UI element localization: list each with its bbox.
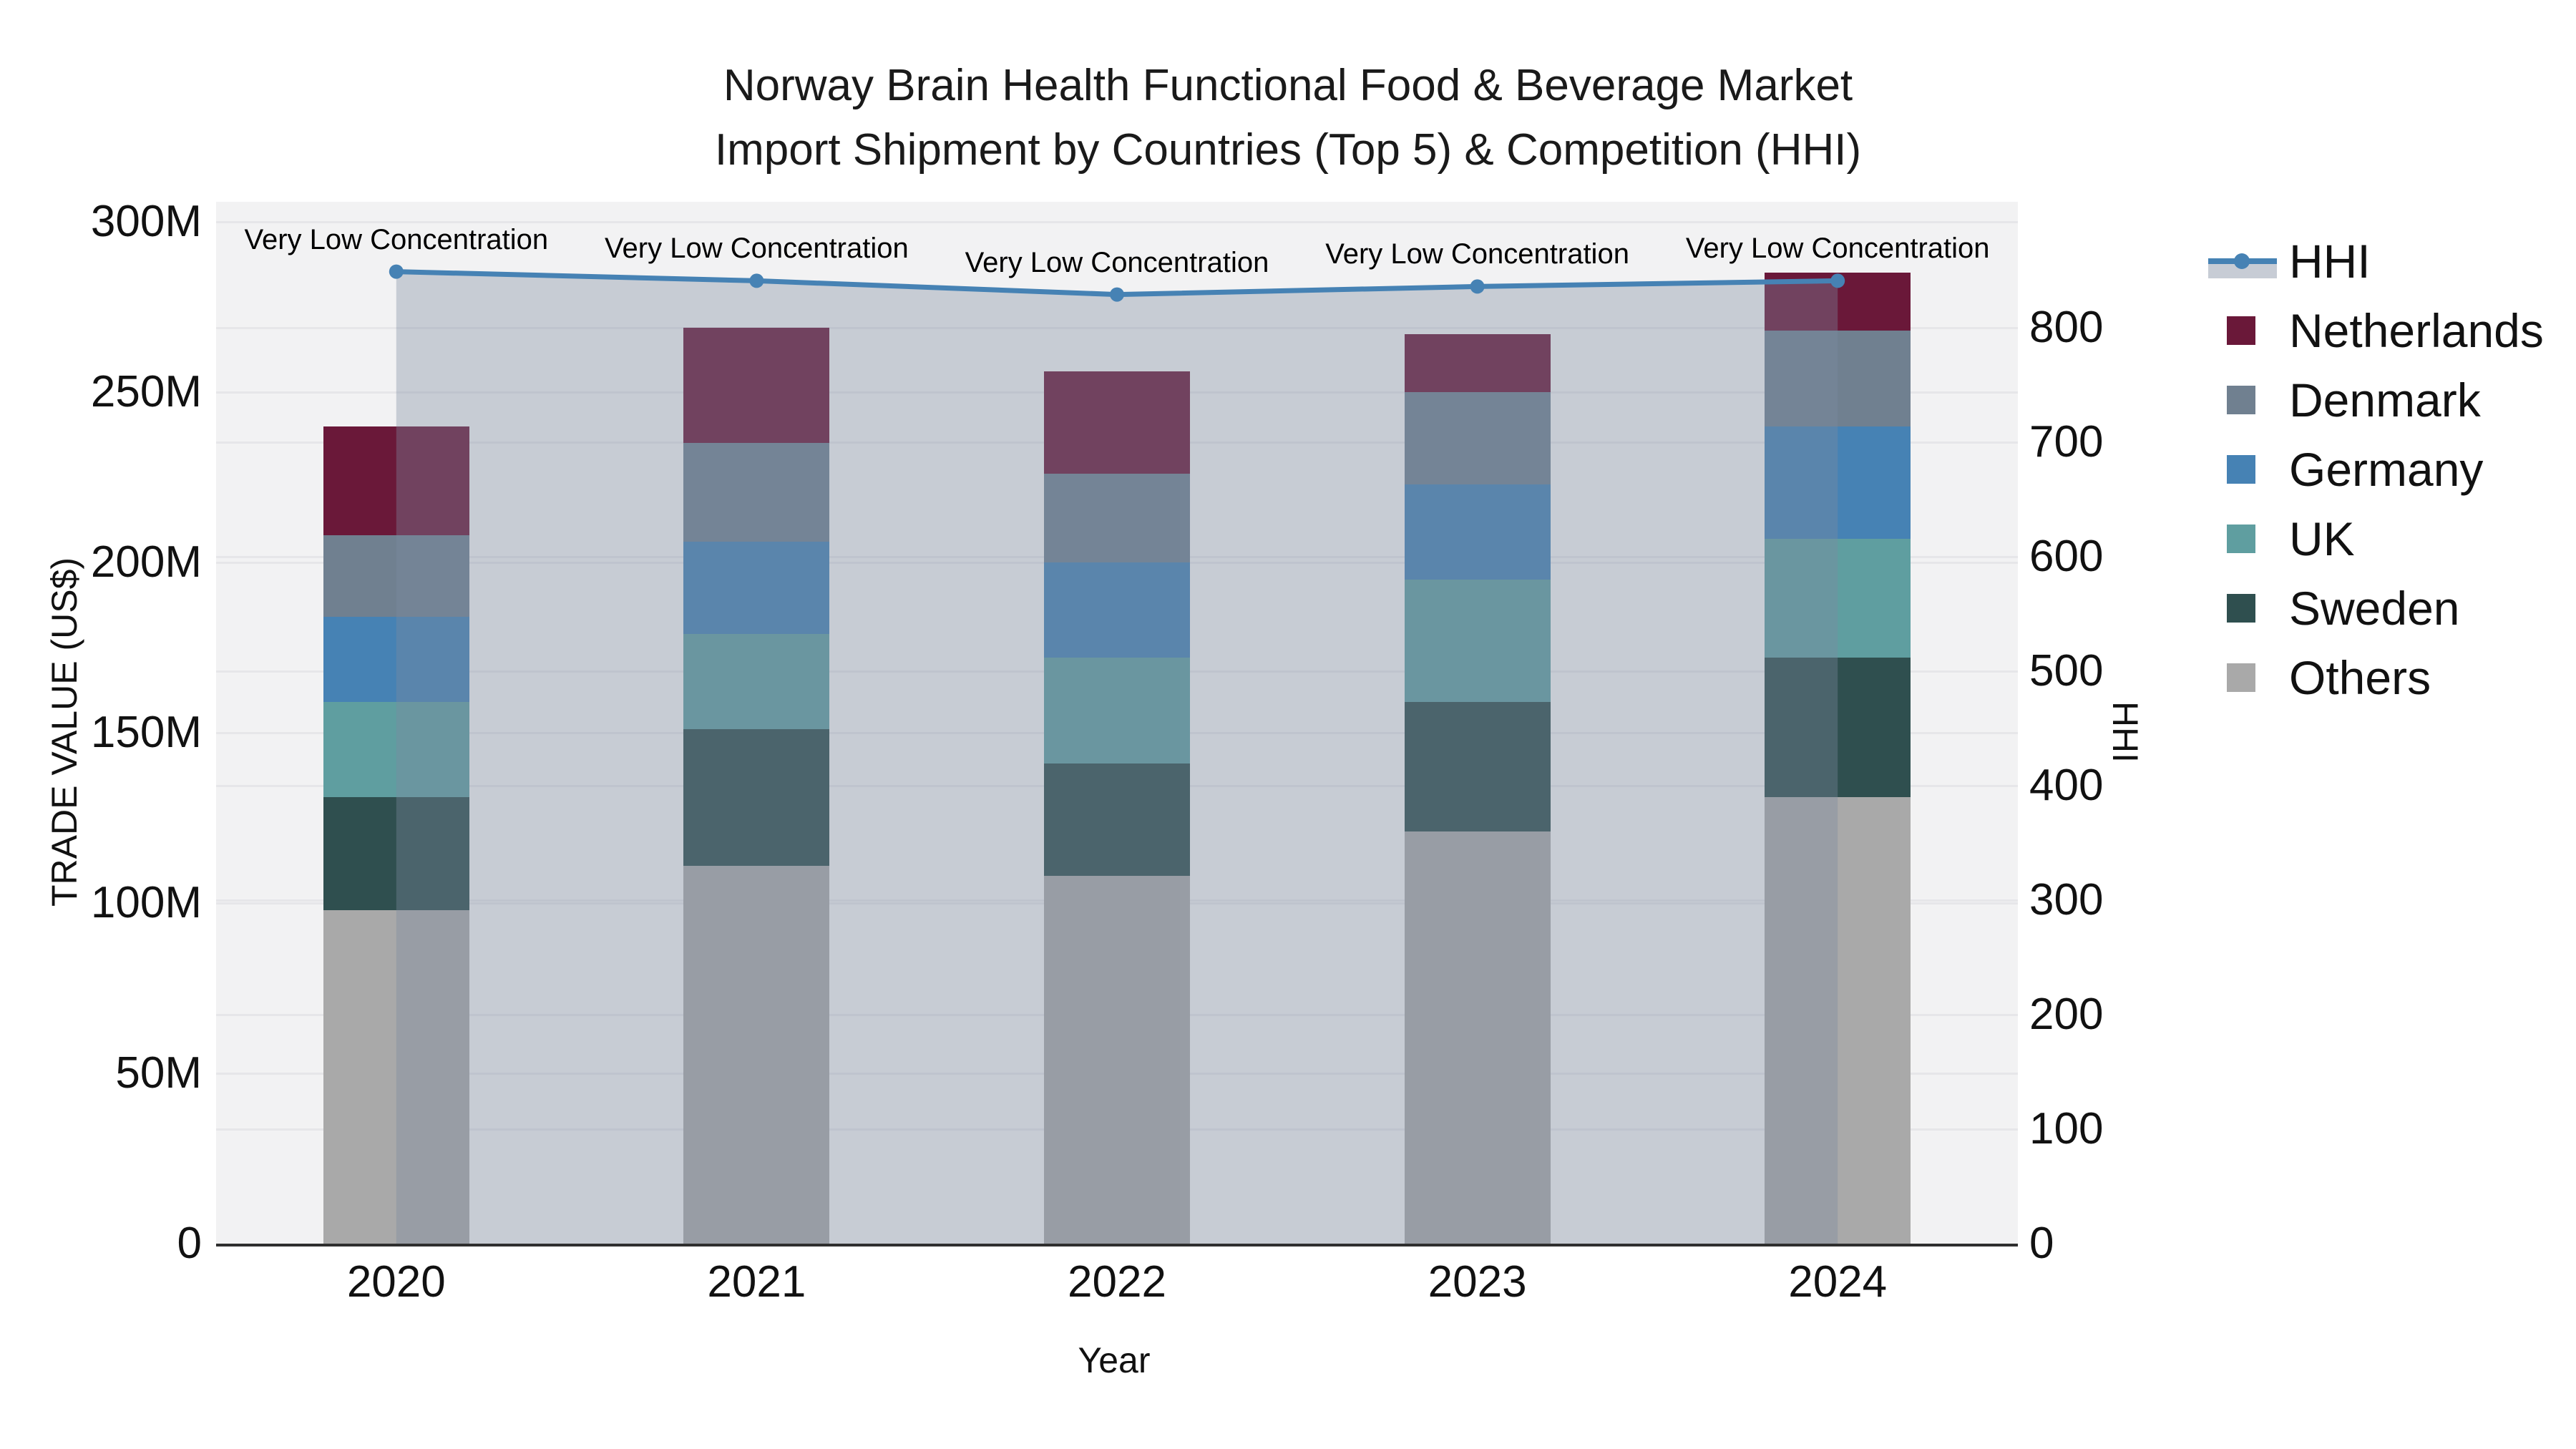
annotation-2022: Very Low Concentration bbox=[965, 246, 1269, 278]
legend-label-germany: Germany bbox=[2289, 443, 2484, 496]
x-axis-line bbox=[216, 1244, 2018, 1246]
legend-swatch-icon-others bbox=[2208, 648, 2289, 708]
bar-2023-germany bbox=[1404, 484, 1551, 580]
bar-2022-uk bbox=[1044, 658, 1190, 763]
y-right-tick-600: 600 bbox=[2029, 532, 2104, 581]
y-right-tick-200: 200 bbox=[2029, 990, 2104, 1039]
bar-2023-netherlands bbox=[1404, 334, 1551, 392]
swatch-square bbox=[2227, 455, 2255, 484]
legend-swatch-icon-uk bbox=[2208, 509, 2289, 569]
hhi-swatch-band bbox=[2208, 263, 2277, 278]
bar-2024-uk bbox=[1765, 538, 1911, 658]
bar-2020-uk bbox=[323, 702, 469, 798]
legend-item-uk: UK bbox=[2208, 509, 2355, 569]
legend-label-uk: UK bbox=[2289, 512, 2355, 565]
bar-2022-germany bbox=[1044, 562, 1190, 658]
bar-2021-germany bbox=[683, 542, 830, 634]
bar-2023-sweden bbox=[1404, 702, 1551, 832]
y-left-tick-200M: 200M bbox=[90, 537, 202, 587]
annotation-2023: Very Low Concentration bbox=[1325, 238, 1629, 270]
bar-2024-germany bbox=[1765, 426, 1911, 539]
y-right-tick-300: 300 bbox=[2029, 875, 2104, 924]
y-left-tick-100M: 100M bbox=[90, 878, 202, 927]
bar-2021-others bbox=[683, 865, 830, 1244]
y-right-tick-0: 0 bbox=[2029, 1219, 2054, 1268]
bar-2020-sweden bbox=[323, 797, 469, 910]
bar-2023-uk bbox=[1404, 579, 1551, 703]
x-tick-2022: 2022 bbox=[1068, 1257, 1166, 1307]
annotation-2020: Very Low Concentration bbox=[244, 223, 549, 255]
legend-item-others: Others bbox=[2208, 648, 2431, 708]
hhi-marker-2020 bbox=[389, 264, 404, 279]
hhi-marker-2021 bbox=[749, 273, 764, 288]
x-tick-2023: 2023 bbox=[1428, 1257, 1527, 1307]
bar-2022-sweden bbox=[1044, 763, 1190, 876]
hhi-line-swatch-icon bbox=[2208, 231, 2289, 291]
legend-swatch-icon-germany bbox=[2208, 439, 2289, 499]
chart-title-line2: Import Shipment by Countries (Top 5) & C… bbox=[714, 125, 1862, 175]
legend-label-others: Others bbox=[2289, 651, 2431, 704]
legend-swatch-icon-netherlands bbox=[2208, 301, 2289, 361]
legend-label-denmark: Denmark bbox=[2289, 374, 2481, 426]
legend-swatch-icon-denmark bbox=[2208, 370, 2289, 430]
bar-2024-sweden bbox=[1765, 658, 1911, 798]
hhi-marker-2023 bbox=[1470, 279, 1485, 294]
y-right-tick-800: 800 bbox=[2029, 303, 2104, 352]
gridline-hhi-800 bbox=[216, 327, 2018, 329]
x-tick-2020: 2020 bbox=[346, 1257, 446, 1307]
bar-2022-others bbox=[1044, 875, 1190, 1244]
hhi-marker-2022 bbox=[1110, 287, 1124, 302]
y-left-tick-0: 0 bbox=[177, 1219, 202, 1268]
hhi-area-fill bbox=[396, 271, 1838, 1244]
bar-2022-denmark bbox=[1044, 474, 1190, 562]
annotation-2021: Very Low Concentration bbox=[605, 233, 909, 265]
bar-2021-netherlands bbox=[683, 327, 830, 444]
bar-2020-germany bbox=[323, 617, 469, 703]
bar-2023-others bbox=[1404, 831, 1551, 1244]
y-left-tick-250M: 250M bbox=[90, 367, 202, 416]
y-left-tick-300M: 300M bbox=[90, 197, 202, 246]
swatch-square bbox=[2227, 525, 2255, 553]
bar-2021-sweden bbox=[683, 729, 830, 866]
legend-label-hhi: HHI bbox=[2289, 235, 2371, 288]
gridline-trade-300M bbox=[216, 221, 2018, 223]
swatch-square bbox=[2227, 663, 2255, 692]
y-left-tick-150M: 150M bbox=[90, 708, 202, 757]
hhi-line-overlay bbox=[389, 264, 1845, 1244]
bar-2022-netherlands bbox=[1044, 371, 1190, 474]
legend-item-netherlands: Netherlands bbox=[2208, 301, 2544, 361]
swatch-square bbox=[2227, 316, 2255, 345]
bar-2023-denmark bbox=[1404, 392, 1551, 484]
swatch-square bbox=[2227, 386, 2255, 414]
hhi-swatch-dot bbox=[2234, 253, 2250, 269]
swatch-square bbox=[2227, 594, 2255, 623]
legend-item-hhi: HHI bbox=[2208, 231, 2371, 291]
bar-2021-denmark bbox=[683, 443, 830, 542]
y-right-tick-100: 100 bbox=[2029, 1104, 2104, 1153]
x-tick-2024: 2024 bbox=[1788, 1257, 1888, 1307]
legend-label-sweden: Sweden bbox=[2289, 582, 2460, 635]
y-right-tick-700: 700 bbox=[2029, 417, 2104, 467]
legend-swatch-icon-sweden bbox=[2208, 578, 2289, 638]
annotation-2024: Very Low Concentration bbox=[1685, 233, 1990, 265]
bar-2024-others bbox=[1765, 797, 1911, 1244]
chart-title-line1: Norway Brain Health Functional Food & Be… bbox=[723, 61, 1853, 110]
legend-label-netherlands: Netherlands bbox=[2289, 304, 2544, 357]
bar-2020-denmark bbox=[323, 535, 469, 618]
y-right-tick-500: 500 bbox=[2029, 646, 2104, 696]
hhi-marker-2024 bbox=[1830, 273, 1845, 288]
bar-2020-netherlands bbox=[323, 426, 469, 535]
legend-item-denmark: Denmark bbox=[2208, 370, 2481, 430]
x-tick-2021: 2021 bbox=[707, 1257, 806, 1307]
y-left-tick-50M: 50M bbox=[115, 1048, 202, 1098]
legend-item-germany: Germany bbox=[2208, 439, 2483, 499]
bar-2021-uk bbox=[683, 633, 830, 730]
bar-2024-denmark bbox=[1765, 331, 1911, 426]
legend-item-sweden: Sweden bbox=[2208, 578, 2460, 638]
y-right-tick-400: 400 bbox=[2029, 761, 2104, 810]
bar-2020-others bbox=[323, 909, 469, 1244]
plot-area: Very Low Concentration Very Low Concentra… bbox=[216, 202, 2018, 1244]
x-axis-title: Year bbox=[1078, 1340, 1151, 1380]
